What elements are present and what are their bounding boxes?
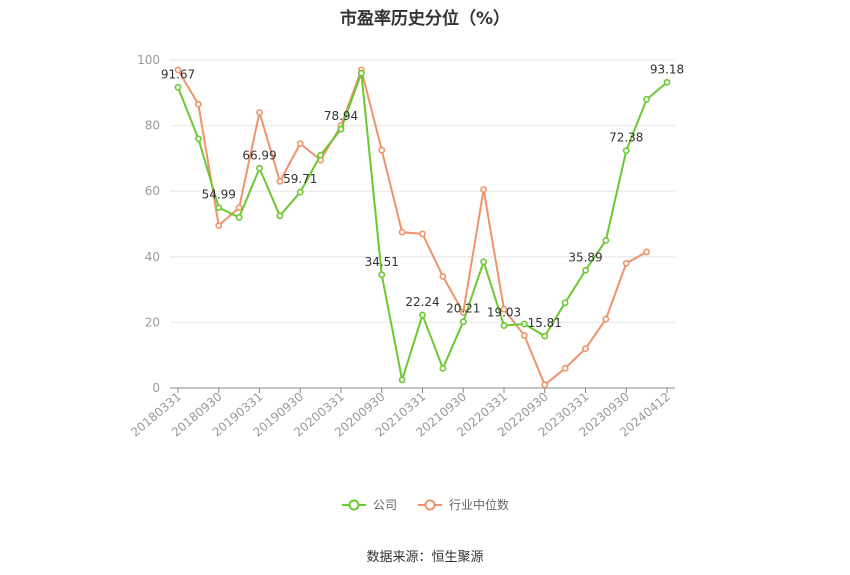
point-company: [357, 69, 365, 77]
point-company: [296, 188, 304, 196]
point-company: [398, 376, 406, 384]
legend-item-company[interactable]: 公司: [341, 496, 397, 513]
point-company: [235, 214, 243, 221]
series-line-company: [177, 72, 668, 381]
point-company: [561, 299, 569, 307]
point-company: [643, 95, 651, 103]
chart-title: 市盈率历史分位（%）: [339, 9, 511, 29]
point-company: [317, 151, 325, 159]
point-industry: [643, 248, 651, 256]
point-industry: [419, 230, 426, 238]
legend-industry-marker: [418, 499, 442, 510]
data-label: 20.21: [446, 302, 480, 316]
data-label: 22.24: [405, 295, 439, 309]
point-company: [215, 204, 223, 212]
data-label: 15.81: [528, 316, 562, 330]
point-industry: [582, 345, 589, 353]
series-line-industry: [177, 68, 648, 386]
point-company: [419, 311, 426, 319]
point-industry: [520, 332, 528, 339]
y-tick-label: 40: [145, 250, 160, 264]
point-industry: [235, 204, 243, 211]
point-industry: [500, 305, 508, 313]
y-tick-label: 80: [145, 119, 160, 133]
point-industry: [215, 222, 223, 230]
point-industry: [480, 186, 488, 193]
point-industry: [378, 146, 386, 154]
y-tick-label: 60: [145, 184, 160, 198]
point-company: [276, 212, 284, 220]
chart-plot: 0204060801002018033120180930201903312019…: [128, 53, 684, 440]
point-industry: [398, 228, 406, 236]
y-tick-label: 0: [152, 381, 160, 395]
y-tick-label: 20: [145, 315, 160, 329]
point-company: [520, 320, 528, 328]
point-company: [602, 236, 610, 244]
data-label: 34.51: [365, 255, 399, 269]
point-industry: [602, 315, 610, 323]
data-label: 59.71: [283, 172, 317, 186]
point-company: [194, 135, 202, 143]
point-company: [500, 322, 508, 329]
point-industry: [439, 273, 447, 280]
point-company: [459, 318, 467, 326]
point-company: [256, 164, 263, 172]
data-label: 19.03: [487, 306, 521, 320]
point-industry: [296, 140, 304, 148]
data-label: 72.38: [609, 131, 643, 145]
data-source: 数据来源：恒生聚源: [366, 550, 484, 565]
point-industry: [561, 364, 569, 372]
point-company: [439, 364, 447, 372]
data-label: 93.18: [650, 62, 684, 76]
point-company: [622, 147, 630, 154]
point-industry: [276, 177, 284, 185]
data-label: 91.67: [161, 67, 195, 81]
data-label: 54.99: [202, 188, 236, 202]
point-company: [480, 258, 488, 266]
legend-item-industry[interactable]: 行业中位数: [417, 496, 509, 513]
point-industry: [256, 109, 263, 116]
chart-legend: 公司 行业中位数: [0, 496, 850, 513]
point-company: [541, 332, 549, 340]
data-label: 35.89: [568, 250, 602, 264]
data-label: 66.99: [242, 148, 276, 162]
point-company: [582, 266, 589, 274]
point-company: [378, 271, 386, 279]
data-label: 78.94: [324, 109, 358, 123]
point-industry: [174, 66, 182, 74]
point-industry: [194, 100, 202, 108]
point-industry: [622, 259, 630, 267]
point-industry: [541, 381, 549, 389]
point-company: [174, 83, 182, 91]
point-company: [337, 125, 345, 133]
legend-company-marker: [341, 499, 366, 510]
legend-company-label: 公司: [372, 498, 397, 512]
point-company: [663, 78, 671, 86]
y-tick-label: 100: [137, 53, 160, 67]
legend-industry-label: 行业中位数: [449, 498, 510, 512]
